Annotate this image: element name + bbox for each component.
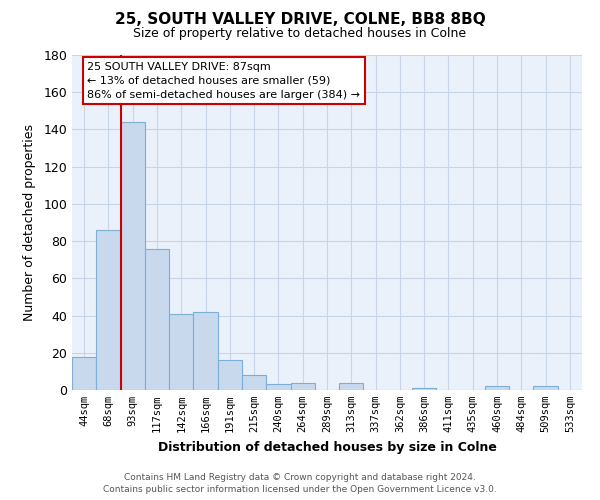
Bar	[193, 312, 218, 390]
X-axis label: Distribution of detached houses by size in Colne: Distribution of detached houses by size …	[158, 440, 496, 454]
Y-axis label: Number of detached properties: Number of detached properties	[23, 124, 37, 321]
Bar	[72, 356, 96, 390]
Bar	[96, 230, 121, 390]
Text: Contains HM Land Registry data © Crown copyright and database right 2024.
Contai: Contains HM Land Registry data © Crown c…	[103, 472, 497, 494]
Bar	[412, 388, 436, 390]
Bar	[266, 384, 290, 390]
Bar	[339, 382, 364, 390]
Bar	[218, 360, 242, 390]
Text: 25 SOUTH VALLEY DRIVE: 87sqm
← 13% of detached houses are smaller (59)
86% of se: 25 SOUTH VALLEY DRIVE: 87sqm ← 13% of de…	[88, 62, 360, 100]
Bar	[533, 386, 558, 390]
Bar	[485, 386, 509, 390]
Bar	[145, 248, 169, 390]
Bar	[121, 122, 145, 390]
Text: 25, SOUTH VALLEY DRIVE, COLNE, BB8 8BQ: 25, SOUTH VALLEY DRIVE, COLNE, BB8 8BQ	[115, 12, 485, 28]
Bar	[242, 375, 266, 390]
Bar	[290, 382, 315, 390]
Text: Size of property relative to detached houses in Colne: Size of property relative to detached ho…	[133, 28, 467, 40]
Bar	[169, 314, 193, 390]
